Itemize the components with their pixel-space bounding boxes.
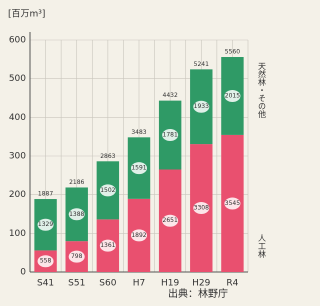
chart: [百万m³] 出典：林野庁 0 100 200 300 400 500 600 S41 558 1… [0, 0, 289, 306]
legend-label: 天然林・その他 [258, 62, 267, 119]
value-label: 2651 [163, 217, 178, 224]
value-label: 1933 [194, 103, 209, 110]
legend-label: 人工林 [258, 234, 267, 259]
y-tick-label: 0 [20, 268, 26, 278]
value-label: 1329 [38, 221, 53, 228]
value-label: 1781 [163, 132, 178, 139]
x-tick-label: S60 [99, 279, 116, 289]
source: 出典：林野庁 [168, 287, 228, 300]
total-label: 3483 [131, 129, 146, 136]
value-label: 1361 [100, 242, 115, 249]
x-tick-label: H7 [133, 279, 146, 289]
y-tick-label: 400 [9, 113, 26, 123]
y-tick-label: 200 [9, 190, 26, 200]
total-label: 1887 [38, 191, 53, 198]
value-label: 558 [40, 258, 52, 265]
value-label: 3308 [194, 205, 209, 212]
value-label: 1502 [100, 187, 115, 194]
y-tick-label: 500 [9, 74, 26, 84]
value-label: 3545 [225, 200, 240, 207]
value-label: 2015 [225, 92, 240, 99]
y-tick-label: 100 [9, 229, 26, 239]
total-label: 5241 [194, 61, 209, 68]
x-tick-label: H29 [192, 279, 210, 289]
x-tick-label: H19 [161, 279, 179, 289]
y-tick-label: 300 [9, 152, 26, 162]
x-tick-label: S51 [68, 279, 85, 289]
total-label: 4432 [163, 92, 178, 99]
y-axis-label: [百万m³] [8, 9, 45, 20]
x-tick-label: S41 [37, 279, 54, 289]
value-label: 1388 [69, 211, 84, 218]
value-label: 1591 [131, 165, 146, 172]
y-tick-label: 600 [9, 36, 26, 46]
total-label: 2186 [69, 179, 84, 186]
total-label: 2863 [100, 153, 115, 160]
value-label: 1892 [131, 232, 146, 239]
total-label: 5560 [225, 49, 240, 56]
value-label: 798 [71, 253, 83, 260]
x-tick-label: R4 [226, 279, 238, 289]
